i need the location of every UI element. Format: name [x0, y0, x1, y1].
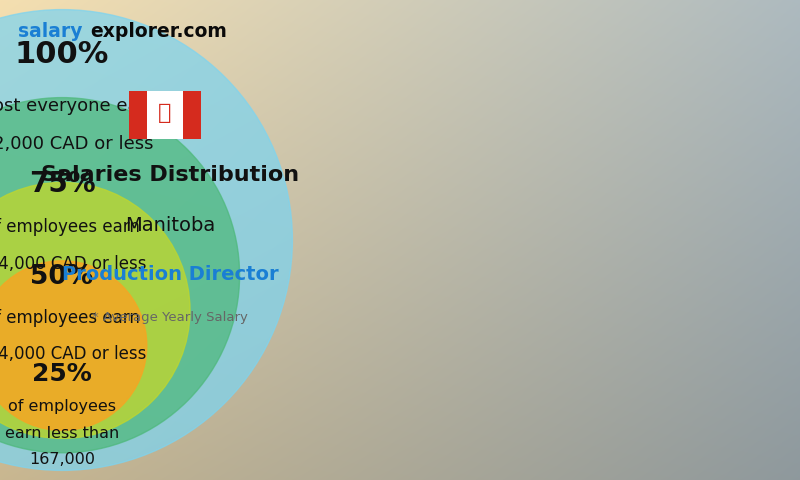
Text: 25%: 25% — [32, 362, 92, 386]
Text: Almost everyone earns: Almost everyone earns — [0, 96, 166, 115]
Text: 50%: 50% — [30, 264, 94, 290]
Text: Manitoba: Manitoba — [125, 216, 215, 235]
Text: 100%: 100% — [15, 40, 109, 69]
Text: earn less than: earn less than — [5, 426, 119, 441]
Text: * Average Yearly Salary: * Average Yearly Salary — [92, 312, 248, 324]
Text: salary: salary — [18, 22, 82, 41]
Circle shape — [0, 10, 293, 470]
Text: Salaries Distribution: Salaries Distribution — [41, 165, 299, 185]
Text: 342,000 CAD or less: 342,000 CAD or less — [0, 135, 154, 153]
Text: of employees earn: of employees earn — [0, 310, 139, 327]
Text: of employees earn: of employees earn — [0, 218, 139, 236]
Text: Production Director: Production Director — [62, 265, 278, 285]
Circle shape — [0, 97, 240, 453]
Text: of employees: of employees — [8, 399, 116, 414]
Bar — [129, 91, 201, 139]
Text: 204,000 CAD or less: 204,000 CAD or less — [0, 345, 146, 362]
Text: explorer.com: explorer.com — [90, 22, 227, 41]
Text: 167,000: 167,000 — [29, 452, 95, 467]
Circle shape — [0, 182, 190, 438]
Bar — [183, 91, 201, 139]
Bar — [129, 91, 147, 139]
Text: 75%: 75% — [29, 170, 95, 198]
Text: 🍁: 🍁 — [158, 103, 172, 123]
Circle shape — [0, 261, 147, 431]
Text: 234,000 CAD or less: 234,000 CAD or less — [0, 255, 146, 273]
